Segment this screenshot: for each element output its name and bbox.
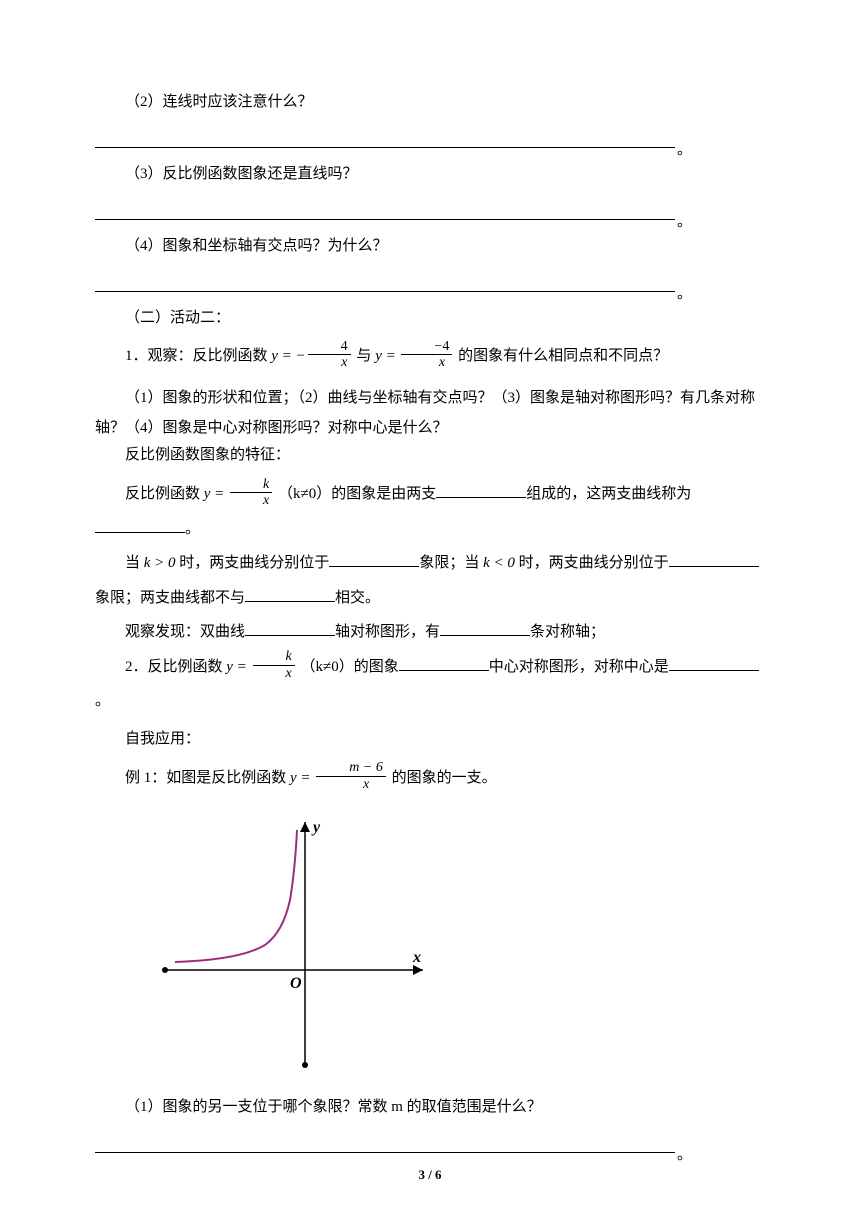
y-end-dot	[302, 1062, 308, 1068]
section-2-title: （二）活动二：	[95, 306, 765, 330]
features-title: 反比例函数图象的特征：	[95, 443, 765, 467]
sub-questions: （1）图象的形状和位置；（2）曲线与坐标轴有交点吗？（3）图象是轴对称图形吗？有…	[95, 383, 765, 443]
feat5-a: 2．反比例函数	[125, 659, 226, 675]
frac1-num: 4	[308, 339, 351, 355]
feature-1: 反比例函数 y = kx （k≠0）的图象是由两支 组成的，这两支曲线称为。	[95, 477, 765, 546]
y-arrow	[300, 822, 310, 832]
feat5-b: （k≠0）的图象	[297, 659, 399, 675]
blank-feat5-1[interactable]	[399, 655, 489, 671]
feat2-c: 象限；当	[419, 555, 483, 571]
fracm6-num: m − 6	[316, 760, 386, 776]
period: 。	[677, 1143, 692, 1167]
frack2-num: k	[253, 649, 295, 665]
ex1-a: 例 1：如图是反比例函数	[125, 770, 290, 786]
blank-feat3[interactable]	[245, 586, 335, 602]
feat2-a: 当	[125, 555, 144, 571]
eq-y-k1: y =	[204, 486, 228, 502]
blank-feat4-1[interactable]	[245, 620, 335, 636]
x-start-dot	[162, 967, 168, 973]
graph-hyperbola: y x O	[155, 810, 435, 1080]
feat2-d: 时，两支曲线分别位于	[515, 555, 669, 571]
blank-feat2-2[interactable]	[669, 551, 759, 567]
eq-y-k2: y =	[226, 659, 250, 675]
feat5-d: 。	[95, 693, 110, 709]
frac2-den: x	[401, 355, 452, 370]
feat1-d: 。	[185, 521, 200, 537]
o-label: O	[290, 975, 302, 992]
blank-feat2-1[interactable]	[329, 551, 419, 567]
observe-mid: 与	[353, 348, 376, 364]
question-3: （3）反比例函数图象还是直线吗？	[95, 162, 765, 186]
fraction-m6: m − 6x	[316, 760, 386, 792]
answer-blank-2[interactable]	[95, 128, 675, 148]
x-label: x	[412, 949, 421, 966]
feat4-a: 观察发现：双曲线	[125, 624, 245, 640]
observe-prefix: 1．观察：反比例函数	[125, 348, 271, 364]
observe-line: 1．观察：反比例函数 y = −4x 与 y = −4x 的图象有什么相同点和不…	[95, 340, 765, 373]
blank-feat5-2[interactable]	[669, 655, 759, 671]
period: 。	[677, 210, 692, 234]
ex1-b: 的图象的一支。	[388, 770, 497, 786]
feature-4: 观察发现：双曲线 轴对称图形，有 条对称轴；	[95, 615, 765, 650]
feature-5: 2．反比例函数 y = kx （k≠0）的图象 中心对称图形，对称中心是。	[95, 650, 765, 719]
feature-2: 当 k > 0 时，两支曲线分别位于 象限；当 k < 0 时，两支曲线分别位于	[95, 546, 765, 581]
period: 。	[677, 138, 692, 162]
example-1-q1: （1）图象的另一支位于哪个象限？常数 m 的取值范围是什么？	[95, 1095, 765, 1119]
fracm6-den: x	[316, 777, 386, 792]
y-label: y	[311, 819, 321, 836]
fraction-2: −4x	[401, 339, 452, 371]
feat1-b: （k≠0）的图象是由两支	[274, 486, 436, 502]
k-gt-0: k > 0	[144, 555, 176, 571]
feat1-a: 反比例函数	[125, 486, 204, 502]
fraction-1: 4x	[308, 339, 351, 371]
graph-svg: y x O	[155, 810, 435, 1080]
eq-y2: y =	[375, 348, 399, 364]
feat4-c: 条对称轴；	[530, 624, 605, 640]
feat4-b: 轴对称图形，有	[335, 624, 440, 640]
feat2-b: 时，两支曲线分别位于	[176, 555, 330, 571]
answer-blank-ex1[interactable]	[95, 1133, 675, 1153]
page-number: 3 / 6	[418, 1165, 441, 1186]
feat1-c: 组成的，这两支曲线称为	[526, 486, 691, 502]
x-arrow	[413, 965, 423, 975]
fraction-k1: kx	[230, 477, 272, 509]
example-1: 例 1：如图是反比例函数 y = m − 6x 的图象的一支。	[95, 761, 765, 796]
eq-y-m6: y =	[290, 770, 314, 786]
frack-den: x	[230, 493, 272, 508]
feat3-b: 相交。	[335, 590, 380, 606]
blank-feat4-2[interactable]	[440, 620, 530, 636]
answer-blank-4[interactable]	[95, 272, 675, 292]
feat5-c: 中心对称图形，对称中心是	[489, 659, 669, 675]
hyperbola-curve	[175, 830, 297, 962]
frac2-num: −4	[401, 339, 452, 355]
feat3-a: 象限；两支曲线都不与	[95, 590, 245, 606]
fraction-k2: kx	[253, 649, 295, 681]
frack-num: k	[230, 477, 272, 493]
frack2-den: x	[253, 666, 295, 681]
question-2: （2）连线时应该注意什么？	[95, 90, 765, 114]
observe-suffix: 的图象有什么相同点和不同点？	[454, 348, 668, 364]
blank-feat1-2[interactable]	[95, 517, 185, 533]
eq-y1: y = −	[271, 348, 305, 364]
frac1-den: x	[308, 355, 351, 370]
feature-3: 象限；两支曲线都不与 相交。	[95, 581, 765, 616]
question-4: （4）图象和坐标轴有交点吗？为什么？	[95, 234, 765, 258]
answer-blank-3[interactable]	[95, 200, 675, 220]
blank-feat1-1[interactable]	[436, 482, 526, 498]
period: 。	[677, 282, 692, 306]
self-application: 自我应用：	[95, 727, 765, 751]
k-lt-0: k < 0	[483, 555, 515, 571]
